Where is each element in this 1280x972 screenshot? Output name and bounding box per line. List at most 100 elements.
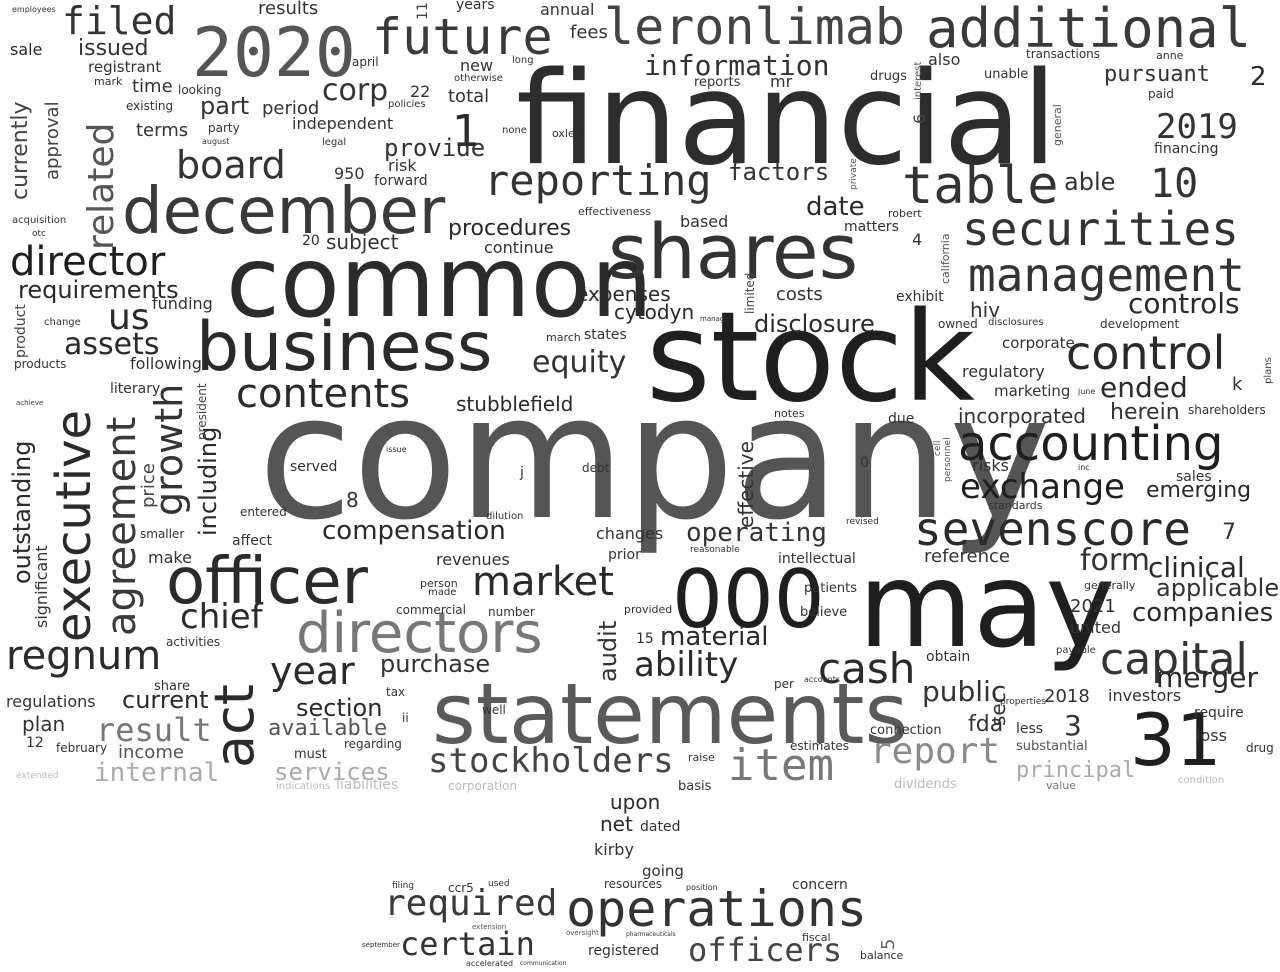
word-us: us xyxy=(108,297,150,338)
word-leronlimab: leronlimab xyxy=(604,0,906,56)
word-compensation: compensation xyxy=(322,516,506,546)
word-accelerated: accelerated xyxy=(466,959,514,968)
word-provided: provided xyxy=(624,603,673,616)
word-purchase: purchase xyxy=(380,650,491,678)
word-employees: employees xyxy=(12,5,56,14)
word-000: 000 xyxy=(672,553,825,646)
word-corp: corp xyxy=(322,73,389,108)
word-december: december xyxy=(122,175,446,249)
word-extension: extension xyxy=(472,923,507,931)
word-stock: stock xyxy=(646,286,976,430)
word-j: j xyxy=(520,465,524,481)
word-oxley: oxley xyxy=(552,127,582,140)
word-control: control xyxy=(1066,326,1226,380)
word-regulations: regulations xyxy=(6,692,96,711)
word-date: date xyxy=(806,192,865,222)
word-business: business xyxy=(196,308,493,387)
word-provide: provide xyxy=(384,134,486,162)
word-future: future xyxy=(372,8,553,66)
word-price: price xyxy=(138,463,159,508)
word-standards: standards xyxy=(988,499,1043,512)
word-factors: factors xyxy=(728,158,830,186)
word-tax: tax xyxy=(386,685,406,699)
word-reasonable: reasonable xyxy=(690,545,740,555)
word-corporation: corporation xyxy=(448,779,518,793)
word-commercial: commercial xyxy=(396,603,466,617)
word-new: new xyxy=(460,56,494,75)
word-2: 2 xyxy=(1250,62,1267,92)
word-resources: resources xyxy=(604,877,663,891)
word-related: related xyxy=(81,122,122,250)
word-principal: principal xyxy=(1016,758,1136,783)
word-acquisition: acquisition xyxy=(12,215,67,226)
word-equity: equity xyxy=(532,345,627,380)
word-requirements: requirements xyxy=(18,276,179,304)
word-pharmaceuticals: pharmaceuticals xyxy=(626,931,676,938)
word-properties: properties xyxy=(1000,697,1046,707)
word-services: services xyxy=(274,758,390,786)
word-directors: directors xyxy=(296,601,543,666)
word-operating: operating xyxy=(686,518,827,548)
word-exchange: exchange xyxy=(960,467,1125,507)
word-accounts: accounts xyxy=(804,675,841,684)
word-less: less xyxy=(1016,721,1044,737)
word-person: person xyxy=(420,577,458,590)
word-companies: companies xyxy=(1132,598,1274,628)
word-20: 20 xyxy=(302,233,320,249)
word-including: including xyxy=(194,426,222,536)
word-sales: sales xyxy=(1176,469,1212,485)
word-regarding: regarding xyxy=(344,737,402,751)
word-pursuant: pursuant xyxy=(1104,62,1210,87)
word-september: september xyxy=(362,941,400,949)
word-drugs: drugs xyxy=(870,69,907,84)
word-regnum: regnum xyxy=(6,633,162,679)
word-issued: issued xyxy=(78,36,149,61)
word-policies: policies xyxy=(388,99,426,110)
word-shares: shares xyxy=(608,207,859,296)
word-incorporated: incorporated xyxy=(958,404,1086,428)
word-plans: plans xyxy=(1263,357,1274,384)
word-2020: 2020 xyxy=(192,14,356,93)
word-registrant: registrant xyxy=(88,58,162,76)
word-liabilities: liabilities xyxy=(336,777,399,793)
word-make: make xyxy=(148,548,192,567)
word-applicable: applicable xyxy=(1156,574,1280,602)
word-section: section xyxy=(296,694,383,722)
word-position: position xyxy=(686,883,718,892)
word-material: material xyxy=(660,622,769,652)
word-product: product xyxy=(13,304,29,358)
word-herein: herein xyxy=(1110,400,1180,425)
word-communication: communication xyxy=(520,960,567,967)
word-private: private xyxy=(849,158,859,190)
word-oversight: oversight xyxy=(566,929,599,937)
word-1: 1 xyxy=(452,106,480,157)
word-patients: patients xyxy=(804,581,858,596)
word-achieve: achieve xyxy=(16,399,44,407)
word-made: made xyxy=(428,587,457,598)
word-united: united xyxy=(1070,618,1121,637)
word-10: 10 xyxy=(1150,161,1199,207)
word-capital: capital xyxy=(1100,634,1248,685)
word-stubblefield: stubblefield xyxy=(456,392,574,416)
word-years: years xyxy=(456,0,495,13)
word-approval: approval xyxy=(42,101,63,180)
word-based: based xyxy=(680,212,729,231)
word-believe: believe xyxy=(800,605,848,620)
word-concern: concern xyxy=(792,877,848,893)
word-revenues: revenues xyxy=(436,550,510,569)
word-risks: risks xyxy=(972,456,1009,475)
word-currently: currently xyxy=(8,101,33,201)
word-require: require xyxy=(1194,705,1244,721)
word-22: 22 xyxy=(410,82,431,101)
word-continue: continue xyxy=(484,238,554,257)
word-stockholders: stockholders xyxy=(428,741,674,781)
word-available: available xyxy=(268,716,388,741)
word-6: 6 xyxy=(910,113,929,124)
word-controls: controls xyxy=(1128,287,1240,320)
word-subject: subject xyxy=(326,230,399,254)
word-terms: terms xyxy=(136,120,189,141)
word-transactions: transactions xyxy=(1026,47,1101,61)
word-2021: 2021 xyxy=(1070,596,1116,617)
word-results: results xyxy=(258,0,319,19)
word-director: director xyxy=(10,239,166,285)
